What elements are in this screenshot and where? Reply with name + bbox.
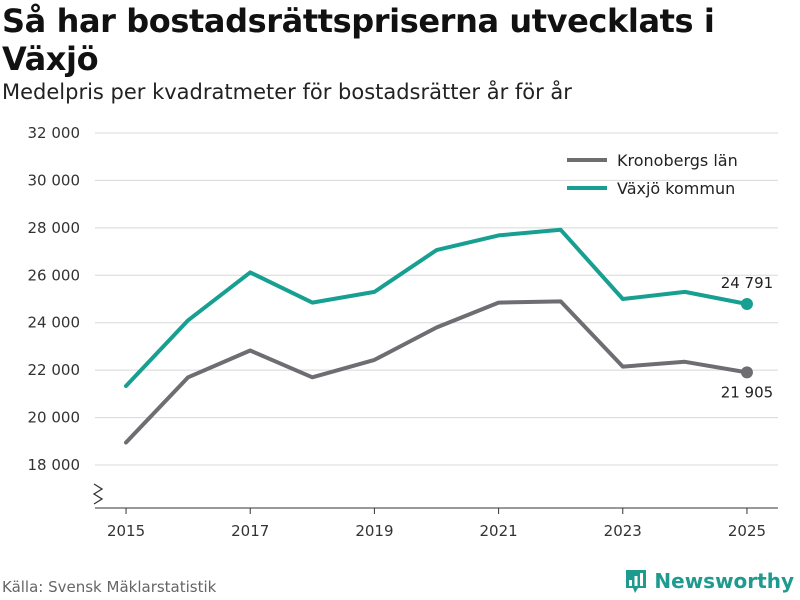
chart-subtitle: Medelpris per kvadratmeter för bostadsrä… (2, 80, 572, 104)
x-tick-label: 2025 (728, 522, 766, 540)
brand-logo: Newsworthy (624, 568, 794, 594)
y-tick-label: 18 000 (28, 456, 81, 474)
axis-break-icon (92, 483, 104, 505)
x-tick-label: 2021 (479, 522, 517, 540)
y-tick-label: 22 000 (28, 361, 81, 379)
x-tick-label: 2015 (107, 522, 145, 540)
line-chart: 18 000 20 000 22 000 24 000 26 000 28 000 30 0… (28, 124, 778, 540)
end-value-label: 21 905 (721, 383, 774, 401)
data-labels: 21 905 24 791 (721, 274, 774, 401)
series-line-vaxjo-kommun (124, 227, 749, 388)
series-line-kronobergs-lan (124, 299, 749, 445)
y-tick-label: 32 000 (28, 124, 81, 142)
legend-label: Växjö kommun (617, 179, 735, 198)
chart-title: Så har bostadsrättspriserna utvecklats i… (2, 2, 715, 78)
newsworthy-icon (626, 570, 647, 593)
y-tick-label: 26 000 (28, 266, 81, 284)
x-tick-label: 2017 (231, 522, 269, 540)
x-tick-label: 2019 (355, 522, 393, 540)
axes: 18 000 20 000 22 000 24 000 26 000 28 000 30 0… (28, 124, 778, 540)
legend-label: Kronobergs län (617, 151, 738, 170)
x-tick-label: 2023 (604, 522, 642, 540)
y-tick-label: 24 000 (28, 314, 81, 332)
y-tick-label: 28 000 (28, 219, 81, 237)
source-note: Källa: Svensk Mäklarstatistik (2, 578, 217, 596)
end-value-label: 24 791 (721, 274, 774, 292)
legend: Kronobergs län Växjö kommun (567, 151, 738, 198)
y-tick-label: 30 000 (28, 171, 81, 189)
series-lines (124, 227, 753, 445)
series-end-point (740, 366, 753, 379)
series-end-point (740, 297, 753, 310)
brand-name: Newsworthy (654, 569, 794, 593)
y-tick-label: 20 000 (28, 409, 81, 427)
